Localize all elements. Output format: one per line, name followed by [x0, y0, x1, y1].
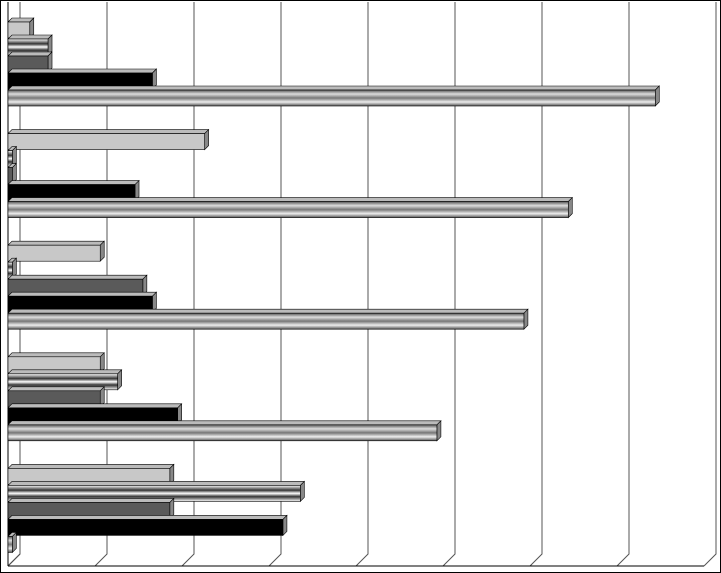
bar	[7, 274, 148, 296]
bar-face	[7, 536, 13, 553]
bar-face	[7, 129, 210, 134]
bar-face	[7, 312, 525, 330]
bar	[7, 463, 175, 486]
bar-face	[204, 128, 209, 151]
bar-face	[7, 498, 175, 503]
bar-face	[7, 34, 53, 40]
bar-face	[7, 17, 35, 23]
bar	[7, 68, 158, 90]
bar-face	[117, 369, 122, 391]
bar-face	[7, 308, 529, 314]
bar	[7, 308, 529, 330]
grid-line	[355, 2, 369, 567]
bar-face	[7, 481, 306, 486]
bar	[7, 51, 53, 73]
bar-face	[7, 240, 105, 246]
bar-face	[99, 240, 105, 262]
bar-face	[523, 308, 529, 330]
bar-face	[7, 464, 175, 469]
bar	[7, 179, 140, 202]
bar	[7, 257, 18, 279]
bar-face	[7, 274, 148, 280]
bar-face	[7, 515, 288, 520]
bar-face	[7, 51, 53, 57]
grid-line	[703, 2, 717, 567]
bar-face	[12, 531, 17, 554]
bar	[7, 369, 123, 391]
bar-face	[282, 514, 288, 537]
bar	[7, 420, 442, 442]
bar-face	[7, 352, 105, 358]
bar	[7, 480, 306, 503]
bar-face	[300, 480, 305, 503]
bar-face	[7, 424, 438, 442]
grid-line	[529, 2, 543, 567]
bar-face	[7, 197, 574, 202]
bar-face	[567, 196, 573, 219]
bar-face	[7, 133, 205, 150]
bar	[7, 514, 288, 537]
bar	[7, 240, 105, 262]
bar-face	[7, 85, 661, 91]
bar-face	[7, 89, 656, 107]
bar	[7, 291, 158, 313]
bar-face	[7, 386, 105, 392]
grid-line	[181, 2, 195, 567]
bar	[7, 128, 210, 151]
bar	[7, 386, 105, 408]
bar-face	[7, 201, 569, 218]
bar-face	[7, 519, 284, 536]
bar	[7, 85, 661, 107]
bar-face	[7, 420, 442, 426]
bar	[7, 531, 18, 554]
bar	[7, 17, 35, 39]
bar	[7, 145, 18, 168]
bar-face	[654, 85, 660, 107]
bar-face	[7, 403, 183, 409]
bar-face	[7, 369, 123, 375]
grid-line	[442, 2, 456, 567]
bar-face	[7, 291, 158, 297]
bar	[7, 352, 105, 374]
bar-face	[7, 244, 101, 262]
bar-face	[7, 180, 140, 185]
bar	[7, 196, 574, 219]
bar-face	[436, 420, 442, 442]
bar	[7, 403, 183, 425]
bar	[7, 162, 18, 185]
grid-line	[268, 2, 282, 567]
bar-face	[7, 68, 158, 74]
grid-line	[616, 2, 630, 567]
